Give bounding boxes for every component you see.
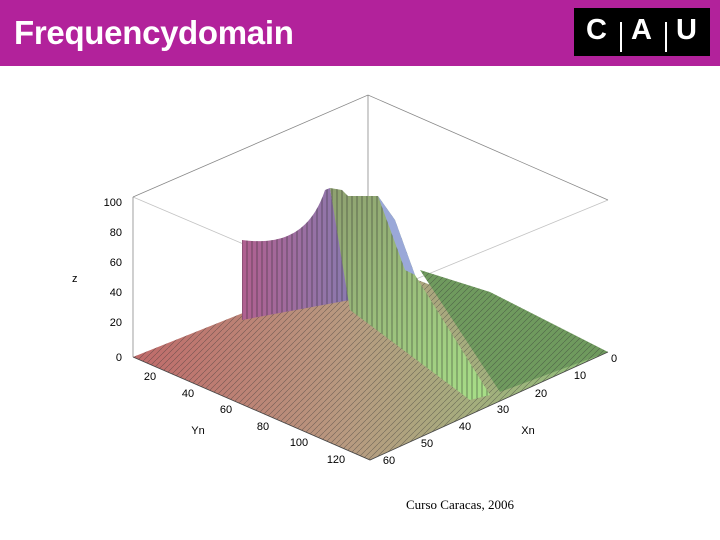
y-tick-label: 20 (144, 371, 156, 383)
y-tick-label: 120 (327, 454, 345, 466)
x-tick-label: 0 (611, 353, 617, 365)
x-tick-label: 40 (459, 421, 471, 433)
logo-letter: C (586, 14, 607, 46)
axes (132, 351, 609, 461)
z-tick-label: 60 (110, 257, 122, 269)
y-tick-label: 60 (220, 404, 232, 416)
x-tick-label: 30 (497, 404, 509, 416)
y-tick-label: 100 (290, 437, 308, 449)
x-tick-label: 10 (574, 370, 586, 382)
z-tick-label: 0 (116, 352, 122, 364)
surface-plot: 100 80 60 40 20 0 z 20 40 60 80 100 120 … (72, 94, 617, 467)
z-axis-label: z (72, 273, 78, 285)
y-axis-label: Yn (191, 425, 204, 437)
z-tick-label: 20 (110, 317, 122, 329)
x-tick-label: 60 (383, 455, 395, 467)
header-bar: Frequency domain C A U (0, 0, 720, 66)
z-tick-label: 80 (110, 227, 122, 239)
slide-title: Frequency domain (14, 14, 294, 51)
x-axis-label: Xn (521, 425, 534, 437)
x-tick-label: 20 (535, 388, 547, 400)
logo-separator (665, 22, 667, 52)
surface (133, 188, 608, 460)
footer: Curso Caracas, 2006 (406, 497, 514, 512)
y-tick-label: 80 (257, 421, 269, 433)
z-tick-label: 100 (104, 197, 122, 209)
logo: C A U (574, 8, 710, 56)
x-tick-label: 50 (421, 438, 433, 450)
logo-letter: U (676, 14, 697, 46)
logo-separator (620, 22, 622, 52)
z-tick-label: 40 (110, 287, 122, 299)
y-tick-label: 40 (182, 388, 194, 400)
logo-letter: A (631, 14, 652, 46)
